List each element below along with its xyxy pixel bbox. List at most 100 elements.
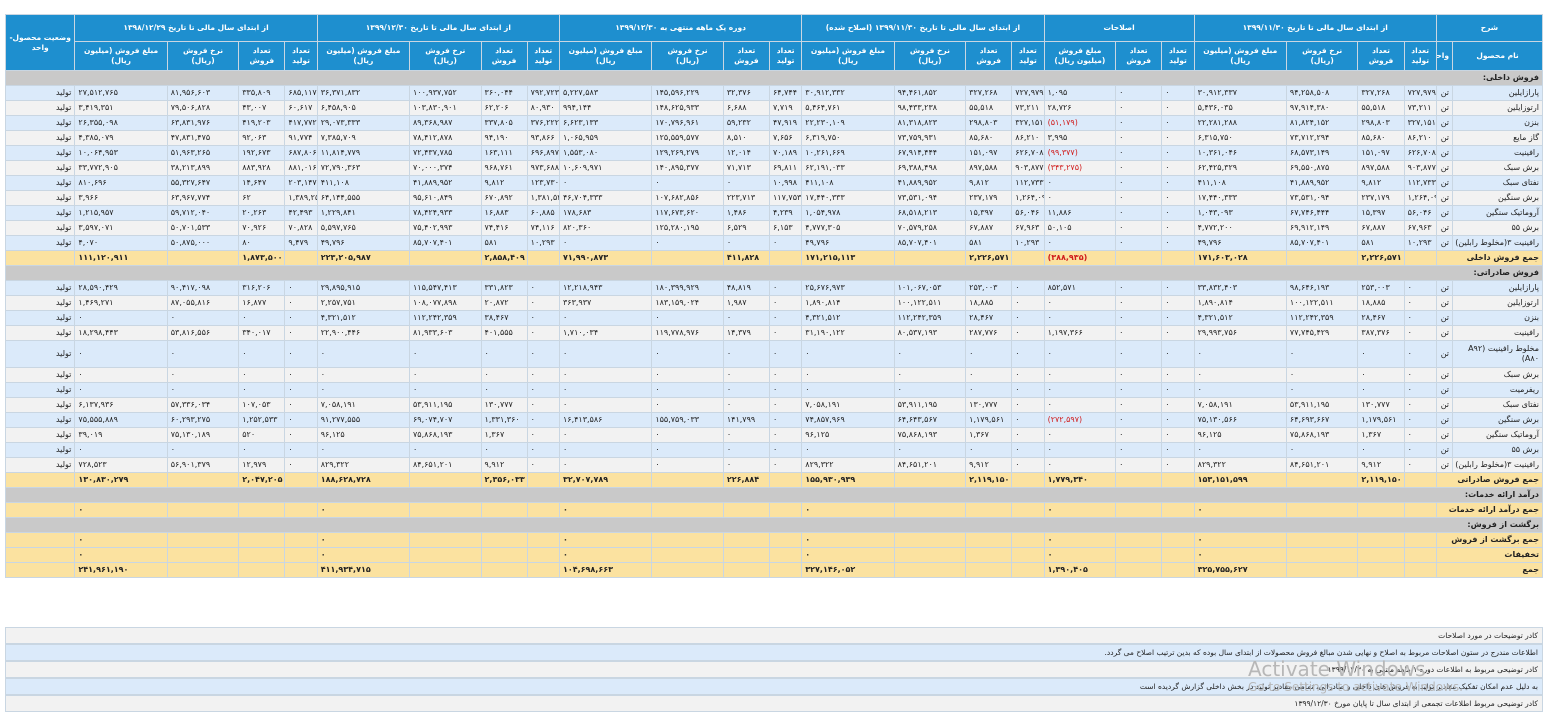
value-cell: ۰ [1403, 295, 1437, 311]
value-cell: ۹۱,۲۷۷,۵۵۵ [316, 412, 411, 428]
value-cell: ۰ [1043, 457, 1117, 473]
total-cell [768, 250, 803, 266]
value-cell: ۱,۲۵۲,۵۳۳ [238, 412, 286, 428]
table-row: برش سبک تن ۰ ۰ ۰ ۰ ۰ ۰ ۰ ۰ ۰ ۰ ۰ ۰ ۰ ۰ ۰ ۰ ۰ ۰ ۰ ۰ ۰ ۰ ۰ تولید [4, 367, 1543, 383]
value-cell: ۹,۹۱۲ [1357, 457, 1405, 473]
table-row: بنزن تن ۰ ۲۸,۴۶۷ ۱۱۲,۲۴۲,۳۵۹ ۴,۳۲۱,۵۱۲ ۰ ۰ ۰ ۰ ۲۸,… [4, 310, 1543, 326]
product-name: رافینیت ۳(مخلوط رابلین) [1452, 457, 1543, 473]
total-status-cell [4, 250, 76, 266]
value-cell: ۰ [1011, 382, 1045, 398]
total-cell: ۰ [558, 547, 653, 563]
value-cell: ۹,۹۱۲ [965, 457, 1013, 473]
value-cell: ۱۷۸,۶۸۳ [558, 205, 653, 221]
total-row: جمع فروش داخلی ۲,۲۲۶,۵۷۱ ۱۷۱,۶۰۳,۰۲۸ (۳۸۸,۹… [4, 250, 1544, 266]
value-cell: ۷,۰۵۸,۱۹۱ [1193, 397, 1287, 413]
product-unit: تن [1435, 427, 1454, 443]
value-cell: ۴۷,۸۳۱,۴۷۵ [166, 130, 240, 146]
value-cell: ۵۱,۹۶۳,۲۶۵ [166, 145, 240, 161]
product-unit: تن [1435, 412, 1454, 428]
value-cell: ۰ [1115, 295, 1163, 311]
value-cell: ۳۲۷,۲۶۸ [965, 85, 1013, 101]
product-unit: تن [1435, 325, 1454, 341]
value-cell: ۲۷,۵۱۲,۷۶۵ [74, 85, 168, 101]
header-group: اصلاحات [1043, 14, 1195, 42]
total-cell: ۰ [1043, 502, 1117, 518]
value-cell: ۷۳,۷۵۹,۹۳۱ [893, 130, 967, 146]
total-cell [893, 502, 967, 518]
total-cell: ۷۱,۹۹۰,۸۷۳ [558, 250, 653, 266]
value-cell: ۲۲۳,۷۱۳ [722, 190, 770, 206]
value-cell: ۱۶۳,۱۱۱ [480, 145, 528, 161]
value-cell: ۹۴,۲۵۸,۵۰۸ [1285, 85, 1359, 101]
product-unit: تن [1435, 235, 1454, 251]
header-subcol: نرخ فروش (ریال) [893, 41, 967, 71]
value-cell: (۳۴۳,۲۷۵) [1043, 160, 1117, 176]
total-status-cell [4, 547, 76, 563]
value-cell: ۸۲۹,۳۲۲ [801, 457, 895, 473]
value-cell: ۹۴,۱۹۰ [480, 130, 528, 146]
total-cell: ۰ [316, 502, 411, 518]
value-cell: ۱۱۲,۷۳۳ [1403, 175, 1437, 191]
value-cell: ۶۲,۴۲۵,۳۲۹ [1193, 160, 1287, 176]
value-cell: ۱,۸۹۰,۸۱۴ [1193, 295, 1287, 311]
value-cell: ۹۹۴,۱۴۴ [558, 100, 653, 116]
value-cell: ۰ [1115, 160, 1163, 176]
value-cell: ۱۲۵,۲۸۰,۱۹۵ [651, 220, 724, 236]
value-cell: ۲۰,۲۶۳ [238, 205, 286, 221]
total-cell [965, 502, 1013, 518]
value-cell: ۶,۵۲۹ [722, 220, 770, 236]
value-cell: ۲۸,۴۶۷ [965, 310, 1013, 326]
value-cell: ۰ [1403, 397, 1437, 413]
product-name: برش سبک [1452, 367, 1543, 383]
header-group: از ابتدای سال مالی تا تاریخ ۱۳۹۹/۱۲/۳۰ [316, 14, 560, 42]
total-cell [238, 562, 286, 578]
value-cell: ۰ [526, 457, 560, 473]
table-row: پارازایلین تن ۷۲۷,۹۷۹ ۳۲۷,۲۶۸ ۹۴,۲۵۸,۵۰۸ ۳۰,۹… [4, 85, 1543, 101]
total-cell [284, 472, 318, 488]
value-cell: ۱۷,۴۴۰,۳۳۳ [801, 190, 895, 206]
value-cell: ۰ [480, 382, 528, 398]
product-unit: تن [1435, 145, 1454, 161]
product-unit: تن [1435, 130, 1454, 146]
value-cell: ۱۰,۲۶۱,۶۶۹ [801, 145, 895, 161]
header-subcol: تعداد تولید [1403, 41, 1437, 71]
total-cell [722, 547, 770, 563]
value-cell: ۰ [768, 280, 803, 296]
product-name: برش سنگین [1452, 190, 1543, 206]
value-cell: ۹۰۳,۸۷۷ [1403, 160, 1437, 176]
total-row: تخفیفات ۰ ۰ ۰ ۰ ۰ ۰ [4, 547, 1544, 563]
total-cell [893, 562, 967, 578]
total-cell [1285, 532, 1359, 548]
value-cell: ۰ [284, 382, 318, 398]
value-cell: ۵۵,۵۱۸ [965, 100, 1013, 116]
product-status: تولید [4, 340, 76, 368]
value-cell: ۶,۱۳۷,۹۳۶ [74, 397, 168, 413]
value-cell: ۰ [1161, 457, 1195, 473]
value-cell: ۰ [1161, 130, 1195, 146]
watermark-line1: Activate Windows [1248, 657, 1426, 681]
value-cell: ۸۵,۷۰۷,۴۰۱ [893, 235, 967, 251]
section-label: برگشت از فروش: [5, 517, 1543, 533]
value-cell: ۱۵,۳۹۷ [965, 205, 1013, 221]
total-cell [1011, 532, 1045, 548]
value-cell: ۰ [1193, 382, 1287, 398]
total-cell: ۰ [801, 547, 895, 563]
total-cell [1285, 562, 1359, 578]
value-cell: ۰ [1161, 100, 1195, 116]
value-cell: ۵,۴۳۶,۰۳۵ [1193, 100, 1287, 116]
value-cell: ۷۸,۴۲۴,۹۳۳ [409, 205, 482, 221]
value-cell: ۰ [1115, 367, 1163, 383]
value-cell: ۱۰۰,۱۲۲,۵۱۱ [893, 295, 967, 311]
value-cell: ۰ [651, 397, 724, 413]
value-cell: ۰ [768, 295, 803, 311]
total-cell [651, 532, 724, 548]
value-cell: ۵۰,۸۷۵,۰۰۰ [166, 235, 240, 251]
value-cell: ۶,۴۵۸,۹۰۵ [316, 100, 411, 116]
value-cell: ۷۵,۱۳۰,۵۶۶ [1193, 412, 1287, 428]
notes-panel: کادر توضیحات در مورد اصلاحات اطلاعات مندر… [5, 627, 1543, 712]
total-cell [965, 562, 1013, 578]
value-cell: ۰ [526, 412, 560, 428]
value-cell: ۰ [1043, 310, 1117, 326]
value-cell: ۳۲,۳۷۶ [722, 85, 770, 101]
value-cell: ۰ [801, 367, 895, 383]
